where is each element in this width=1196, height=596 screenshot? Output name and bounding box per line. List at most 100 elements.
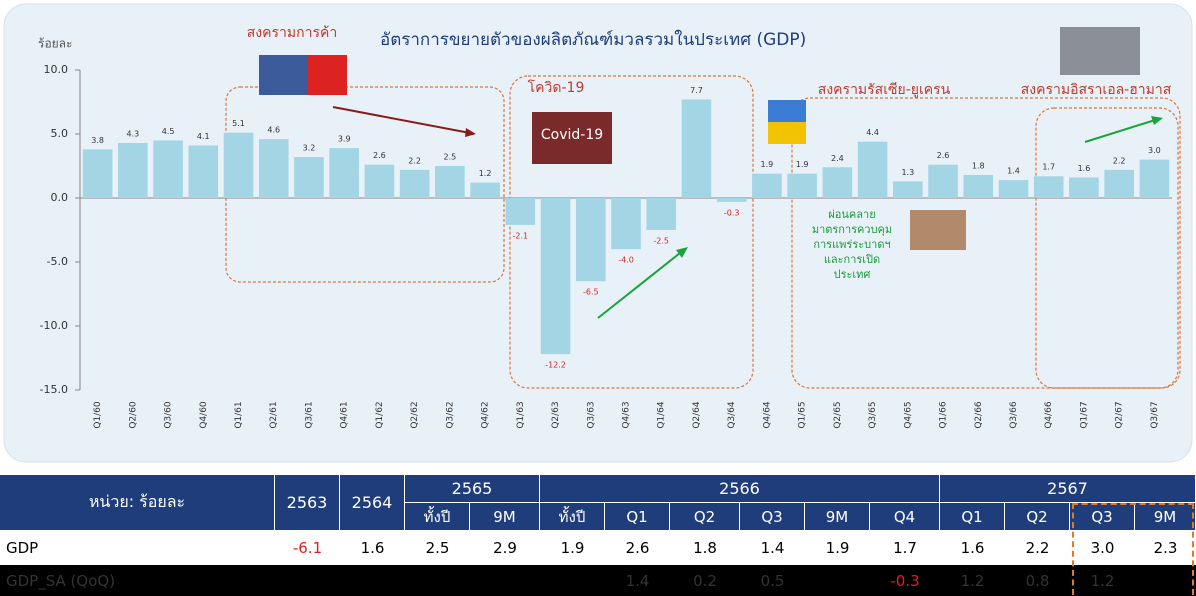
table-cell: 2567 [940, 475, 1196, 503]
x-tick-label: Q4/64 [762, 401, 772, 429]
empty-cell [1135, 565, 1196, 596]
y-tick-label: 0.0 [51, 191, 69, 204]
x-tick-label: Q1/66 [939, 401, 949, 429]
bar [118, 142, 148, 198]
bar [681, 99, 712, 198]
value-label: -2.5 [653, 237, 669, 246]
annotation: Covid-19 [541, 127, 603, 143]
bar [540, 198, 571, 355]
arrows [332, 106, 1163, 319]
bar [399, 169, 430, 198]
table-cell: 2.5 [405, 531, 470, 565]
value-label: 2.6 [373, 151, 386, 160]
empty-cell [805, 565, 870, 596]
table-cell: 0.2 [670, 565, 740, 596]
value-label: 1.9 [796, 160, 809, 169]
value-label: 3.2 [303, 144, 316, 153]
bar [752, 173, 782, 198]
table-cell: Q2 [670, 503, 740, 531]
bar [822, 167, 853, 198]
x-tick-label: Q4/65 [903, 401, 913, 428]
value-label: 3.0 [1148, 146, 1161, 155]
value-label: 5.1 [232, 119, 245, 128]
table-cell: 2564 [340, 475, 405, 531]
x-tick-label: Q3/63 [586, 401, 596, 428]
table-cell: ทั้งปี [405, 503, 470, 531]
x-tick-label: Q4/61 [340, 401, 350, 428]
table-cell: 9M [805, 503, 870, 531]
bar [857, 141, 888, 198]
value-label: 7.7 [690, 86, 703, 95]
bar [435, 166, 465, 198]
table-cell: 2563 [275, 475, 340, 531]
table-cell: Q3 [1070, 503, 1135, 531]
y-tick-label: 5.0 [51, 127, 69, 140]
bar [1069, 177, 1099, 198]
y-tick-label: 10.0 [44, 63, 69, 76]
table-cell: 2.6 [605, 531, 670, 565]
x-tick-label: Q2/65 [833, 401, 843, 428]
table-cell: 0.5 [740, 565, 805, 596]
x-tick-label: Q1/62 [375, 401, 385, 428]
value-label: 4.1 [197, 132, 210, 141]
value-label: -2.1 [513, 231, 529, 240]
chart-title: อัตราการขยายตัวของผลิตภัณฑ์มวลรวมในประเท… [380, 29, 806, 50]
bar [294, 157, 324, 198]
table-cell: 1.6 [340, 531, 405, 565]
bar [1104, 169, 1134, 198]
y-tick-label: -5.0 [47, 255, 68, 268]
empty-cell [275, 565, 340, 596]
table-cell: หน่วย: ร้อยละ [0, 475, 275, 531]
bar [258, 139, 289, 198]
value-label: 2.4 [831, 154, 844, 163]
x-tick-label: Q2/61 [269, 401, 279, 428]
table-cell: -0.3 [870, 565, 940, 596]
x-tick-label: Q2/67 [1115, 401, 1125, 428]
table-cell: ทั้งปี [540, 503, 605, 531]
annotation: สงครามรัสเซีย-ยูเครน [818, 82, 951, 98]
table-cell: 1.4 [740, 531, 805, 565]
table-cell: 1.8 [670, 531, 740, 565]
table-cell: 1.2 [940, 565, 1005, 596]
table-cell: Q3 [740, 503, 805, 531]
value-label: -0.3 [724, 208, 740, 217]
x-tick-label: Q4/60 [199, 401, 209, 429]
bar [998, 180, 1029, 198]
table-cell: 2566 [540, 475, 940, 503]
table-cell: GDP [0, 531, 275, 565]
bar [611, 198, 641, 250]
bar [82, 149, 113, 198]
value-label: -6.5 [583, 288, 599, 297]
x-tick-label: Q4/62 [481, 401, 491, 428]
annotation: โควิด-19 [528, 79, 585, 96]
table-cell: Q2 [1005, 503, 1070, 531]
table-cell: 1.9 [805, 531, 870, 565]
value-label: 2.6 [937, 151, 950, 160]
x-tick-label: Q3/61 [304, 401, 314, 428]
relief-note: ประเทศ [834, 268, 871, 281]
value-label: 2.2 [408, 156, 421, 165]
bar [963, 174, 994, 198]
empty-cell [540, 565, 605, 596]
y-tick-label: -10.0 [40, 319, 68, 332]
x-tick-label: Q1/64 [657, 401, 667, 429]
empty-cell [405, 565, 470, 596]
bar [575, 198, 606, 282]
x-tick-label: Q2/64 [692, 401, 702, 429]
table-cell: 1.7 [870, 531, 940, 565]
value-label: 1.2 [479, 169, 492, 178]
x-tick-label: Q3/65 [868, 401, 878, 428]
bar [505, 198, 536, 225]
table-cell: 2.3 [1135, 531, 1196, 565]
value-label: 4.3 [126, 129, 139, 138]
bar [787, 173, 817, 198]
relief-note: และการเปิด [824, 253, 880, 266]
bar [1033, 176, 1064, 198]
table-cell: -6.1 [275, 531, 340, 565]
value-label: 1.6 [1078, 164, 1091, 173]
x-tick-label: Q3/66 [1009, 401, 1019, 429]
relief-note: มาตรการควบคุม [812, 223, 892, 236]
x-tick-label: Q2/66 [974, 401, 984, 429]
annotation: สงครามอิสราเอล-ฮามาส [1021, 82, 1172, 98]
